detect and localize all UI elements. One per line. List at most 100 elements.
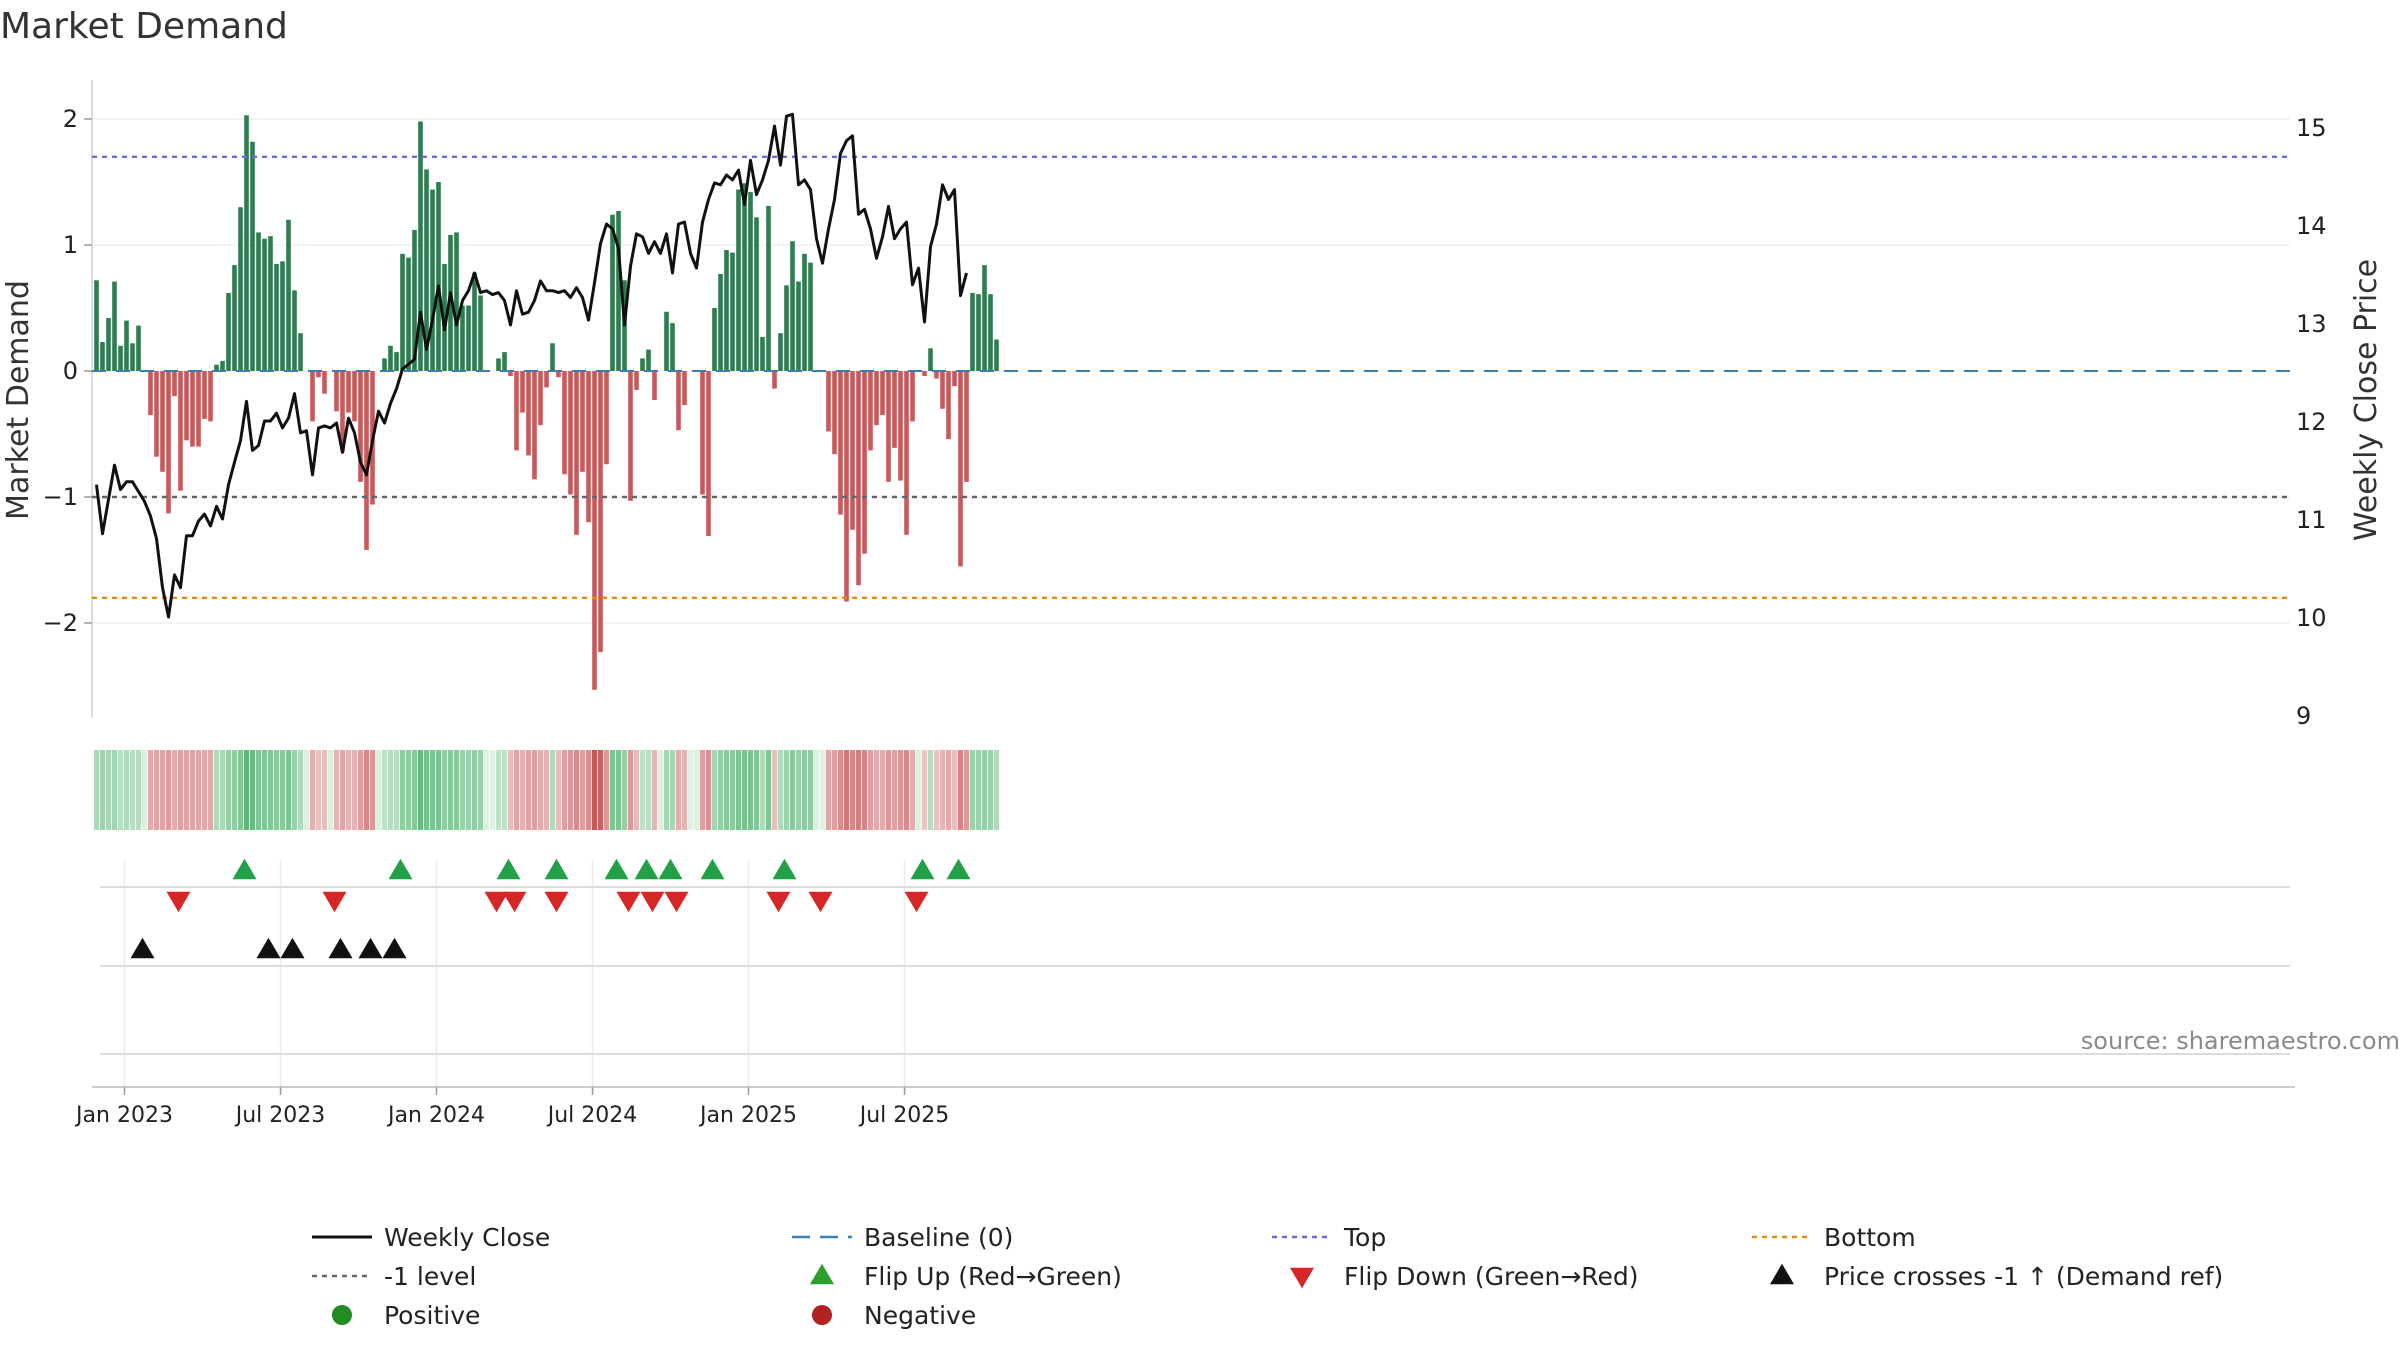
strip-cell bbox=[730, 750, 735, 830]
positive-demand-bar bbox=[238, 207, 243, 371]
legend-label: Flip Down (Green→Red) bbox=[1344, 1262, 1639, 1291]
positive-demand-bar bbox=[982, 265, 987, 371]
strip-cell bbox=[688, 750, 693, 830]
price-cross-marker bbox=[329, 938, 353, 958]
legend-item: Flip Up (Red→Green) bbox=[810, 1262, 1122, 1291]
negative-demand-bar bbox=[946, 371, 951, 439]
strip-cell bbox=[574, 750, 579, 830]
strip-cell bbox=[262, 750, 267, 830]
positive-demand-bar bbox=[670, 323, 675, 371]
strip-cell bbox=[700, 750, 705, 830]
negative-demand-bar bbox=[826, 371, 831, 431]
strip-cell bbox=[460, 750, 465, 830]
negative-demand-bar bbox=[166, 371, 171, 513]
legend-item: Weekly Close bbox=[312, 1223, 550, 1252]
strip-cell bbox=[880, 750, 885, 830]
strip-cell bbox=[412, 750, 417, 830]
strip-cell bbox=[964, 750, 969, 830]
strip-cell bbox=[196, 750, 201, 830]
strip-cell bbox=[610, 750, 615, 830]
strip-cell bbox=[568, 750, 573, 830]
positive-demand-bar bbox=[100, 342, 105, 371]
demand-strip bbox=[94, 750, 999, 830]
positive-demand-bar bbox=[796, 282, 801, 371]
strip-cell bbox=[952, 750, 957, 830]
negative-demand-bar bbox=[184, 371, 189, 440]
strip-cell bbox=[526, 750, 531, 830]
positive-demand-bar bbox=[616, 211, 621, 371]
strip-cell bbox=[298, 750, 303, 830]
strip-cell bbox=[772, 750, 777, 830]
strip-cell bbox=[340, 750, 345, 830]
positive-demand-bar bbox=[430, 190, 435, 371]
negative-demand-bar bbox=[592, 371, 597, 690]
strip-cell bbox=[802, 750, 807, 830]
legend-label: Weekly Close bbox=[384, 1223, 550, 1252]
legend-label: -1 level bbox=[384, 1262, 476, 1291]
strip-cell bbox=[592, 750, 597, 830]
flip-down-marker bbox=[545, 892, 569, 912]
strip-cell bbox=[328, 750, 333, 830]
positive-demand-bar bbox=[928, 348, 933, 371]
negative-demand-bar bbox=[190, 371, 195, 447]
flip-up-marker bbox=[389, 859, 413, 879]
strip-cell bbox=[478, 750, 483, 830]
legend-item: Bottom bbox=[1752, 1223, 1916, 1252]
strip-cell bbox=[538, 750, 543, 830]
strip-cell bbox=[970, 750, 975, 830]
positive-demand-bar bbox=[232, 265, 237, 371]
strip-cell bbox=[640, 750, 645, 830]
legend-swatch-up-triangle bbox=[810, 1264, 834, 1284]
strip-cell bbox=[346, 750, 351, 830]
strip-cell bbox=[112, 750, 117, 830]
flip-down-marker bbox=[641, 892, 665, 912]
strip-cell bbox=[382, 750, 387, 830]
negative-demand-bar bbox=[958, 371, 963, 566]
negative-demand-bar bbox=[196, 371, 201, 447]
strip-cell bbox=[376, 750, 381, 830]
strip-cell bbox=[124, 750, 129, 830]
strip-cell bbox=[274, 750, 279, 830]
positive-demand-bar bbox=[754, 217, 759, 371]
right-tick-label: 14 bbox=[2296, 212, 2327, 240]
strip-cell bbox=[244, 750, 249, 830]
flip-down-marker bbox=[809, 892, 833, 912]
strip-cell bbox=[496, 750, 501, 830]
positive-demand-bar bbox=[472, 273, 477, 371]
strip-cell bbox=[430, 750, 435, 830]
strip-cell bbox=[580, 750, 585, 830]
strip-cell bbox=[586, 750, 591, 830]
positive-demand-bar bbox=[226, 293, 231, 371]
strip-cell bbox=[754, 750, 759, 830]
x-tick-label: Jan 2023 bbox=[74, 1103, 173, 1128]
negative-demand-bar bbox=[352, 371, 357, 421]
positive-demand-bar bbox=[286, 220, 291, 371]
positive-demand-bar bbox=[436, 182, 441, 371]
strip-cell bbox=[904, 750, 909, 830]
strip-cell bbox=[100, 750, 105, 830]
positive-demand-bar bbox=[496, 358, 501, 371]
strip-cell bbox=[724, 750, 729, 830]
flip-up-marker bbox=[635, 859, 659, 879]
negative-demand-bar bbox=[832, 371, 837, 454]
positive-demand-bar bbox=[790, 241, 795, 371]
negative-demand-bar bbox=[172, 371, 177, 396]
negative-demand-bar bbox=[910, 371, 915, 421]
positive-demand-bar bbox=[136, 326, 141, 371]
positive-demand-bar bbox=[262, 239, 267, 371]
flip-up-marker bbox=[605, 859, 629, 879]
strip-cell bbox=[868, 750, 873, 830]
negative-demand-bar bbox=[838, 371, 843, 515]
positive-demand-bar bbox=[400, 254, 405, 371]
strip-cell bbox=[922, 750, 927, 830]
right-tick-label: 11 bbox=[2296, 506, 2327, 534]
legend-item: -1 level bbox=[312, 1262, 476, 1291]
strip-cell bbox=[310, 750, 315, 830]
strip-cell bbox=[106, 750, 111, 830]
strip-cell bbox=[832, 750, 837, 830]
flip-up-marker bbox=[233, 859, 257, 879]
positive-demand-bar bbox=[718, 274, 723, 371]
negative-demand-bar bbox=[904, 371, 909, 535]
x-axis: Jan 2023 Jul 2023 Jan 2024 Jul 2024 Jan 2025… bbox=[74, 1087, 949, 1128]
flip-up-marker bbox=[659, 859, 683, 879]
